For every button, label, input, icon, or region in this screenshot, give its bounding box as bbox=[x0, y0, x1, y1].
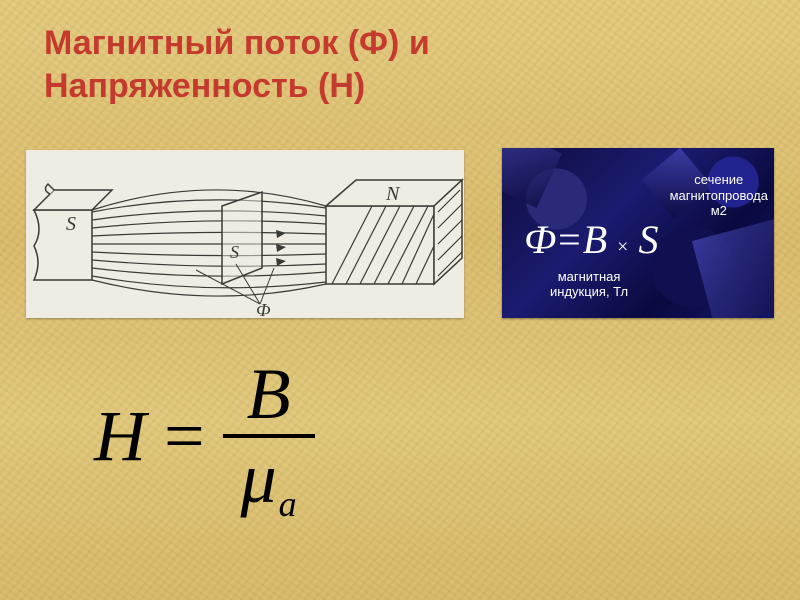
formula-panel: сечение магнитопровода м2 Ф = B × S магн… bbox=[502, 148, 774, 318]
sym-times: × bbox=[617, 236, 630, 259]
caption-top-2: магнитопровода bbox=[670, 188, 768, 204]
sym-sub-a: a bbox=[279, 486, 297, 522]
numerator-B: B bbox=[223, 358, 315, 434]
denominator: μ a bbox=[229, 438, 309, 514]
sym-phi: Ф bbox=[524, 216, 558, 263]
formula-h: H = B μ a bbox=[94, 358, 315, 514]
label-phi: Ф bbox=[256, 300, 271, 318]
sym-eq: = bbox=[558, 216, 583, 263]
magnetic-flux-diagram: S N S Ф bbox=[26, 150, 464, 318]
sym-s: S bbox=[638, 216, 660, 263]
caption-top-1: сечение bbox=[670, 172, 768, 188]
label-s-pole: S bbox=[66, 213, 76, 235]
title-line-1: Магнитный поток (Ф) и bbox=[44, 22, 430, 65]
fraction: B μ a bbox=[223, 358, 315, 514]
formula-phi-bs: Ф = B × S bbox=[524, 216, 660, 263]
label-section-s: S bbox=[230, 242, 239, 262]
sym-mu: μ bbox=[241, 442, 277, 514]
caption-cross-section: сечение магнитопровода м2 bbox=[670, 172, 768, 219]
caption-induction: магнитная индукция, Тл bbox=[550, 269, 628, 300]
sym-b: B bbox=[583, 216, 609, 263]
caption-bot-2: индукция, Тл bbox=[550, 284, 628, 300]
label-n-pole: N bbox=[385, 183, 401, 205]
caption-bot-1: магнитная bbox=[550, 269, 628, 285]
flux-diagram-svg: S N S Ф bbox=[26, 150, 464, 318]
caption-top-3: м2 bbox=[670, 203, 768, 219]
slide-title: Магнитный поток (Ф) и Напряженность (Н) bbox=[44, 22, 430, 107]
sym-H: H bbox=[94, 395, 146, 478]
title-line-2: Напряженность (Н) bbox=[44, 65, 430, 108]
sym-eq2: = bbox=[164, 395, 205, 478]
